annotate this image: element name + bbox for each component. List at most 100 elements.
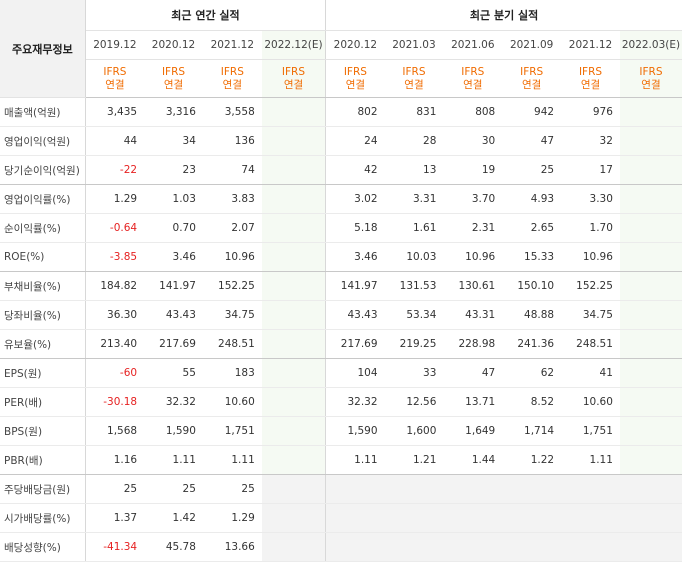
value-cell: 43.43 — [144, 300, 203, 330]
value-cell: 32 — [561, 126, 620, 156]
ifrs-consolidated-tag: IFRS 연결 — [619, 59, 682, 98]
value-cell: 3.31 — [384, 184, 444, 214]
ifrs-consolidated-tag: IFRS 연결 — [202, 59, 262, 98]
value-cell: 10.96 — [202, 242, 262, 272]
period-header: 2021.03 — [384, 30, 444, 60]
value-cell: 1,568 — [85, 416, 145, 446]
value-cell: 10.96 — [561, 242, 620, 272]
value-cell: 4.93 — [502, 184, 562, 214]
value-cell: 1.42 — [144, 503, 203, 533]
consolidated-label: 연결 — [521, 78, 542, 91]
consolidated-label: 연결 — [163, 78, 184, 91]
value-cell: 217.69 — [144, 329, 203, 359]
ifrs-label: IFRS — [220, 65, 244, 78]
value-cell: 3.83 — [202, 184, 262, 214]
row-label: 시가배당률(%) — [0, 503, 86, 533]
value-cell — [619, 387, 682, 417]
value-cell: 219.25 — [384, 329, 444, 359]
consolidated-label: 연결 — [641, 78, 661, 91]
value-cell: 34.75 — [202, 300, 262, 330]
table-row: 영업이익(억원) 44 34 136 24 28 30 47 32 — [0, 126, 682, 156]
value-cell — [619, 358, 682, 388]
value-cell — [561, 503, 620, 533]
value-cell — [261, 329, 327, 359]
value-cell: 25 — [202, 474, 262, 504]
row-label: BPS(원) — [0, 416, 86, 446]
value-cell: 10.60 — [561, 387, 620, 417]
ifrs-label: IFRS — [639, 65, 663, 78]
table-row: PBR(배) 1.16 1.11 1.11 1.11 1.21 1.44 1.22 1.11 — [0, 445, 682, 475]
value-cell: 53.34 — [384, 300, 444, 330]
row-label: ROE(%) — [0, 242, 86, 272]
value-cell: 25 — [144, 474, 203, 504]
value-cell — [325, 532, 385, 562]
value-cell: 1.21 — [384, 445, 444, 475]
value-cell — [261, 126, 327, 156]
value-cell: 41 — [561, 358, 620, 388]
value-cell: 808 — [443, 97, 503, 127]
value-cell: 241.36 — [502, 329, 562, 359]
value-cell: 248.51 — [202, 329, 262, 359]
value-cell: 10.03 — [384, 242, 444, 272]
value-cell: 34.75 — [561, 300, 620, 330]
value-cell: 1.03 — [144, 184, 203, 214]
value-cell: 1.70 — [561, 213, 620, 243]
value-cell: 3,316 — [144, 97, 203, 127]
ifrs-consolidated-tag: IFRS 연결 — [502, 59, 562, 98]
value-cell — [619, 416, 682, 446]
value-cell — [561, 532, 620, 562]
table-row: BPS(원) 1,568 1,590 1,751 1,590 1,600 1,649 1,71… — [0, 416, 682, 446]
value-cell: 5.18 — [325, 213, 385, 243]
value-cell: 62 — [502, 358, 562, 388]
value-cell: 8.52 — [502, 387, 562, 417]
row-label: 당좌비율(%) — [0, 300, 86, 330]
period-header: 2022.12(E) — [261, 30, 327, 60]
period-header: 2021.12 — [202, 30, 262, 60]
value-cell — [261, 358, 327, 388]
quarter-section-title: 최근 분기 실적 — [325, 0, 682, 31]
ifrs-label: IFRS — [343, 65, 367, 78]
value-cell: 36.30 — [85, 300, 145, 330]
value-cell: 10.60 — [202, 387, 262, 417]
value-cell — [502, 474, 562, 504]
value-cell: 45.78 — [144, 532, 203, 562]
row-label: PBR(배) — [0, 445, 86, 475]
value-cell — [261, 155, 327, 185]
table-row: 매출액(억원) 3,435 3,316 3,558 802 831 808 942 976 — [0, 97, 682, 127]
value-cell: 24 — [325, 126, 385, 156]
value-cell — [261, 271, 327, 301]
row-label: PER(배) — [0, 387, 86, 417]
ifrs-consolidated-tag: IFRS 연결 — [443, 59, 503, 98]
value-cell — [261, 387, 327, 417]
value-cell — [619, 532, 682, 562]
table-row: 영업이익률(%) 1.29 1.03 3.83 3.02 3.31 3.70 4.93 3.30 — [0, 184, 682, 214]
value-cell: 217.69 — [325, 329, 385, 359]
value-cell: 10.96 — [443, 242, 503, 272]
value-cell — [261, 532, 327, 562]
value-cell: 42 — [325, 155, 385, 185]
ifrs-label: IFRS — [103, 65, 127, 78]
value-cell: 248.51 — [561, 329, 620, 359]
value-cell — [261, 503, 327, 533]
row-label: 주당배당금(원) — [0, 474, 86, 504]
value-cell — [502, 532, 562, 562]
value-cell — [384, 503, 444, 533]
value-cell: 1.29 — [202, 503, 262, 533]
table-row: PER(배) -30.18 32.32 10.60 32.32 12.56 13.71 8.5… — [0, 387, 682, 417]
value-cell: 3.46 — [144, 242, 203, 272]
value-cell: 130.61 — [443, 271, 503, 301]
period-header: 2021.06 — [443, 30, 503, 60]
value-cell: 1.37 — [85, 503, 145, 533]
period-header: 2021.09 — [502, 30, 562, 60]
value-cell: 104 — [325, 358, 385, 388]
value-cell — [619, 474, 682, 504]
value-cell — [325, 503, 385, 533]
value-cell — [261, 242, 327, 272]
consolidated-label: 연결 — [463, 78, 483, 91]
value-cell: 3,558 — [202, 97, 262, 127]
value-cell — [261, 300, 327, 330]
value-cell: -3.85 — [85, 242, 145, 272]
consolidated-label: 연결 — [404, 78, 424, 91]
ifrs-label: IFRS — [281, 65, 306, 78]
